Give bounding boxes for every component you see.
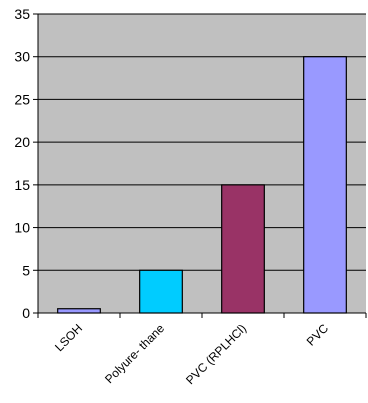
bar: [303, 56, 347, 314]
y-tick-label: 0: [22, 305, 30, 321]
y-tick-label: 15: [14, 177, 30, 193]
y-tick-labels: 0 5 10 15 20 25 30 35: [14, 6, 30, 321]
x-category-labels: LSOH Polyure- thane PVC (RPLHCl) PVC: [52, 321, 331, 387]
y-tick-label: 35: [14, 6, 30, 22]
y-tick-label: 5: [22, 262, 30, 278]
y-tick-label: 25: [14, 91, 30, 107]
y-tick-label: 10: [14, 220, 30, 236]
y-tick-label: 30: [14, 49, 30, 65]
x-category-label: PVC (RPLHCl): [183, 321, 249, 387]
bar: [57, 308, 101, 314]
x-category-label: LSOH: [52, 321, 85, 354]
x-axis: [37, 312, 367, 318]
bar: [139, 269, 183, 314]
bars: [57, 56, 347, 314]
bar: [221, 184, 265, 314]
x-category-label: Polyure- thane: [102, 321, 167, 386]
x-category-label: PVC: [304, 321, 332, 349]
y-tick-label: 20: [14, 134, 30, 150]
y-axis: [33, 13, 39, 314]
